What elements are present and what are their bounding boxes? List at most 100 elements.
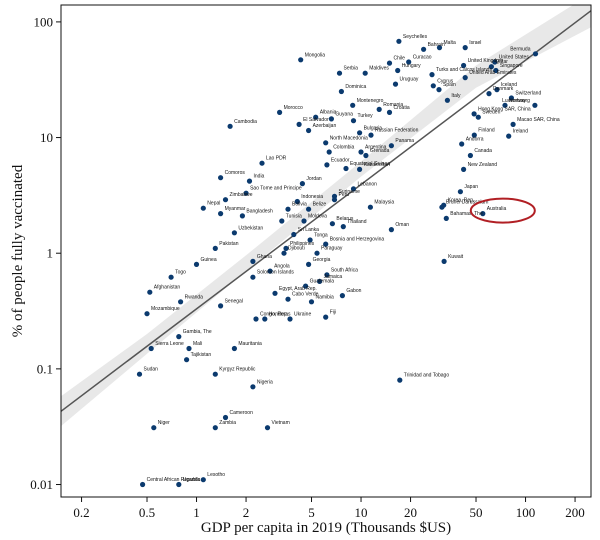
data-point xyxy=(508,95,514,101)
data-point xyxy=(323,140,329,146)
data-point-label: Albania xyxy=(320,110,337,116)
data-point-label: Namibia xyxy=(316,294,335,300)
data-point-label: Jamaica xyxy=(324,274,343,280)
data-point-label: Australia xyxy=(487,206,507,212)
data-point-label: Bulgaria xyxy=(364,125,383,131)
data-point xyxy=(144,311,150,317)
data-point-label: Belarus xyxy=(336,216,353,222)
data-point-label: Mozambique xyxy=(151,306,180,312)
data-point-label: Chile xyxy=(394,56,406,62)
data-point-label: Lebanon xyxy=(358,181,378,187)
data-point-label: Djibouti xyxy=(288,246,305,252)
data-point-label: Fiji xyxy=(330,310,336,316)
data-point xyxy=(218,211,224,217)
data-point-label: Bosnia and Herzegovina xyxy=(330,237,385,243)
data-point xyxy=(246,178,253,184)
data-point-label: El Salvador xyxy=(303,117,329,123)
data-point-label: Guatemala xyxy=(310,279,335,285)
data-point xyxy=(294,198,300,205)
data-point xyxy=(329,221,335,227)
y-axis-title: % of people fully vaccinated xyxy=(10,164,26,337)
data-point xyxy=(306,261,312,267)
data-point xyxy=(184,357,190,363)
data-point-label: Colombia xyxy=(333,145,354,151)
data-point-label: India xyxy=(254,174,265,180)
data-point-label: Macao SAR, China xyxy=(517,117,560,123)
data-point xyxy=(283,245,289,251)
data-point xyxy=(462,45,468,51)
data-point-label: Philippines xyxy=(290,241,315,247)
data-point xyxy=(306,127,312,134)
data-point-label: Afghanistan xyxy=(154,285,181,291)
data-point xyxy=(362,70,368,76)
data-point-label: Solomon Islands xyxy=(257,270,294,276)
data-point-label: Guyana xyxy=(335,111,353,117)
data-point-label: Panama xyxy=(395,138,414,144)
data-point-label: Serbia xyxy=(344,66,359,72)
data-point xyxy=(343,165,349,172)
data-point-label: Curacao xyxy=(413,55,432,61)
data-point xyxy=(486,91,492,97)
data-point-label: Qatar xyxy=(495,59,508,65)
data-point-label: Ecuador xyxy=(331,157,350,163)
data-point xyxy=(151,425,157,431)
data-point xyxy=(367,204,373,210)
data-point xyxy=(264,425,271,431)
data-point-label: Cameroon xyxy=(230,410,254,416)
data-point-label: Hong Kong SAR, China xyxy=(478,106,531,112)
y-tick-label: 100 xyxy=(34,14,54,29)
data-point xyxy=(231,345,237,352)
data-point xyxy=(493,67,499,74)
data-point-label: Cambodia xyxy=(234,119,257,125)
data-point xyxy=(443,215,449,221)
data-point xyxy=(336,70,343,76)
data-point-label: Ghana xyxy=(257,254,272,260)
data-point-label: Sri Lanka xyxy=(298,227,319,233)
data-point-label: Romania xyxy=(383,102,403,108)
data-point-label: Kyrgyz Republic xyxy=(219,367,256,373)
data-point xyxy=(200,477,206,483)
data-point-label: Equatorial Guinea xyxy=(350,161,390,167)
data-point xyxy=(250,384,256,390)
data-point xyxy=(250,274,256,280)
data-point-label: Kuwait xyxy=(448,254,464,260)
data-point xyxy=(429,72,435,78)
data-point xyxy=(277,109,283,115)
data-point xyxy=(287,316,293,322)
data-point-label: Thailand xyxy=(347,219,366,225)
data-point xyxy=(502,102,508,108)
data-point xyxy=(303,283,309,289)
data-point-label: Luxembourg xyxy=(502,98,530,104)
data-point xyxy=(461,62,467,69)
data-point xyxy=(250,258,256,264)
data-point xyxy=(444,97,450,103)
data-point-label: Mongolia xyxy=(305,52,326,58)
data-point xyxy=(299,181,305,187)
data-point-label: Zimbabwe xyxy=(230,192,253,198)
data-point xyxy=(148,345,154,352)
data-point xyxy=(291,231,297,238)
data-point xyxy=(267,268,273,274)
data-point xyxy=(506,133,512,139)
highlight-layer xyxy=(469,197,536,224)
data-point-label: Gambia, The xyxy=(183,329,212,335)
data-point-label: Argentina xyxy=(365,145,387,151)
highlight-ellipse xyxy=(469,197,536,224)
data-point-label: Turkey xyxy=(358,113,374,119)
data-point-label: Malta xyxy=(444,40,456,46)
data-point-label: Mauritania xyxy=(238,341,262,347)
data-point-label: United States xyxy=(499,55,530,61)
data-point-label: Niger xyxy=(158,420,170,426)
data-point-label: Malaysia xyxy=(374,200,394,206)
data-point-label: Grenada xyxy=(370,148,390,154)
data-point-label: Singapore xyxy=(500,63,523,69)
data-point xyxy=(471,111,477,117)
data-point-label: Mali xyxy=(193,341,202,347)
data-point-label: Zambia xyxy=(219,420,236,426)
data-point xyxy=(239,213,245,219)
data-point-label: Vietnam xyxy=(272,420,290,426)
data-point xyxy=(467,152,473,159)
data-point xyxy=(212,371,218,377)
